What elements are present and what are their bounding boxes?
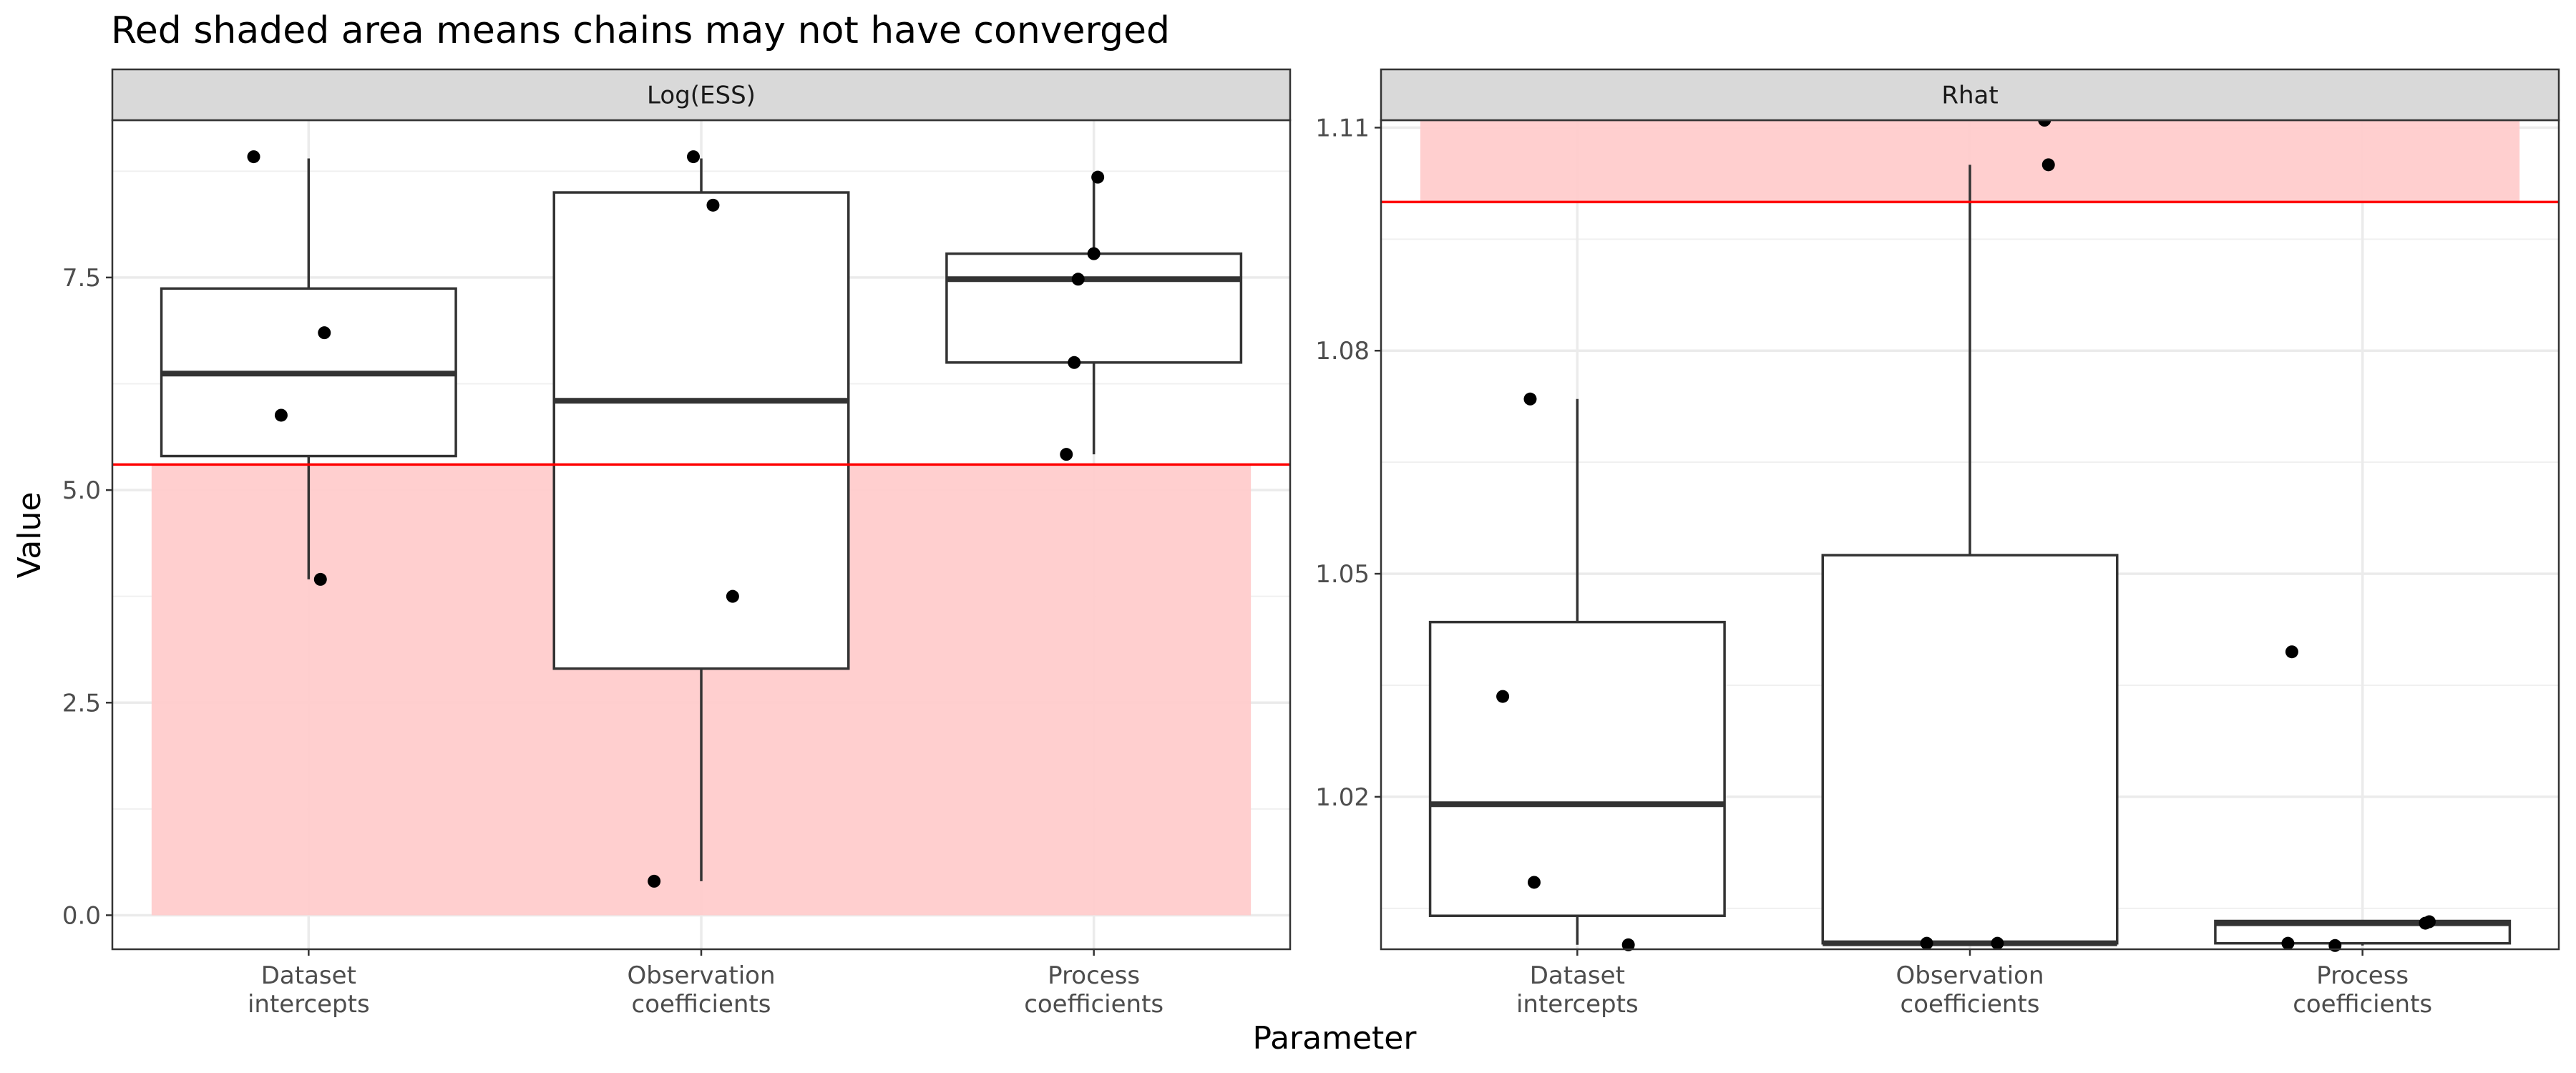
data-point: [648, 874, 661, 888]
x-tick-label: Process coefficients: [2293, 961, 2432, 1019]
x-tick-label: Dataset intercepts: [248, 961, 370, 1019]
y-tick-label: 0.0: [62, 901, 101, 930]
data-point: [247, 150, 260, 164]
y-tick-label: 5.0: [62, 476, 101, 505]
data-point: [706, 198, 720, 212]
box-1: [552, 158, 850, 881]
data-point: [2041, 158, 2055, 172]
data-point: [1087, 247, 1101, 260]
y-tick-label: 7.5: [62, 264, 101, 293]
data-point: [313, 572, 327, 586]
data-point: [1920, 936, 1933, 950]
x-axis-title: Parameter: [1253, 1020, 1418, 1057]
data-point: [2285, 645, 2298, 659]
data-point: [2281, 936, 2295, 950]
box-iqr: [552, 191, 850, 670]
data-point: [1991, 936, 2004, 950]
box-0: [160, 158, 457, 579]
facet-strip-label: Rhat: [1941, 82, 1998, 110]
y-tick-label: 2.5: [62, 689, 101, 717]
box-iqr: [1821, 554, 2119, 945]
facet-strip: [1380, 68, 2560, 122]
panel-rhat: Rhat 1.02 1.05 1.08 1.11 Dataset intercepts Obs…: [1315, 68, 2560, 1019]
data-point: [1527, 876, 1541, 889]
y-tick-label: 1.08: [1315, 337, 1370, 366]
x-tick-label: Observation coefficients: [627, 961, 775, 1019]
facet-strip: [111, 68, 1292, 122]
data-point: [1523, 392, 1537, 406]
data-point: [726, 589, 739, 603]
facet-panels: Log(ESS) 0.0 2.5 5.0 7.5 Dataset intercepts Obs…: [62, 68, 2560, 1019]
box-0: [1428, 398, 1726, 945]
y-tick-label: 1.11: [1315, 114, 1370, 142]
x-tick-label: Dataset intercepts: [1516, 961, 1639, 1019]
data-point: [2419, 916, 2432, 930]
box-2: [945, 175, 1243, 455]
data-point: [274, 408, 288, 422]
data-point: [687, 150, 701, 164]
data-point: [318, 326, 331, 340]
data-point: [1060, 448, 1073, 461]
data-point: [1091, 170, 1105, 184]
box-1: [1821, 165, 2119, 946]
y-tick-label: 1.02: [1315, 783, 1370, 812]
box-2: [2214, 919, 2512, 946]
data-point: [1621, 938, 1635, 951]
box-iqr: [945, 252, 1243, 364]
data-point: [1068, 356, 1081, 369]
box-iqr: [1428, 620, 1726, 917]
data-point: [1496, 690, 1510, 703]
y-tick-label: 1.05: [1315, 560, 1370, 589]
x-tick-label: Observation coefficients: [1896, 961, 2044, 1019]
chart-title: Red shaded area means chains may not hav…: [111, 9, 1170, 52]
x-tick-label: Process coefficients: [1024, 961, 1163, 1019]
data-point: [1071, 273, 1085, 286]
panel-log-ess: Log(ESS) 0.0 2.5 5.0 7.5 Dataset intercepts Obs…: [62, 68, 1292, 1019]
y-axis-title: Value: [11, 492, 48, 579]
facet-strip-label: Log(ESS): [647, 82, 756, 110]
